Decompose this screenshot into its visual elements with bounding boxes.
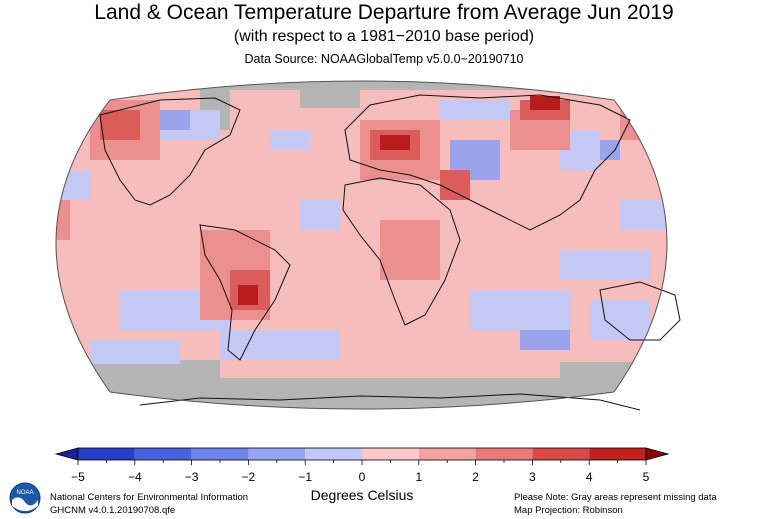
cool-anomalies	[56, 100, 667, 364]
map-title: Land & Ocean Temperature Departure from …	[94, 1, 674, 24]
colorbar-tick-label: −2	[241, 470, 256, 484]
colorbar-tick-label: 3	[529, 470, 536, 484]
missing-north	[56, 81, 667, 90]
colorbar-segment	[589, 448, 646, 460]
colorbar-segment	[78, 448, 135, 460]
colorbar-tick-label: 2	[472, 470, 479, 484]
note-line-2: Map Projection: Robinson	[514, 505, 623, 516]
colorbar-tick-label: −4	[127, 470, 142, 484]
colorbar-segment	[532, 448, 590, 460]
globe-border	[55, 80, 668, 410]
note-line-1: Please Note: Gray areas represent missin…	[514, 492, 717, 503]
colorbar-tick-label: 0	[358, 470, 366, 484]
colorbar	[54, 447, 670, 465]
colorbar-segment	[134, 448, 192, 460]
anomaly-field	[56, 81, 667, 409]
colorbar-segment	[191, 448, 249, 460]
svg-text:NOAA: NOAA	[16, 490, 33, 496]
colorbar-segment	[362, 448, 419, 460]
colorbar-segment	[475, 448, 533, 460]
africa-outline	[342, 177, 461, 326]
australia-outline	[599, 281, 681, 341]
footer-notes: Please Note: Gray areas represent missin…	[514, 491, 717, 517]
credits-line-1: National Centers for Environmental Infor…	[50, 492, 249, 503]
noaa-logo-icon: NOAA	[9, 482, 41, 514]
noaa-logo: NOAA	[9, 482, 41, 514]
coastlines	[99, 94, 681, 411]
footer-credits: National Centers for Environmental Infor…	[50, 491, 248, 517]
colorbar-segment	[418, 448, 476, 460]
credits-line-2: GHCNM v4.0.1.20190708.qfe	[50, 505, 176, 516]
antarctica-outline	[139, 393, 641, 411]
missing-south	[56, 378, 667, 409]
colorbar-tick-label: −5	[71, 470, 85, 484]
colorbar-tick-label: 1	[415, 470, 423, 484]
colorbar-tick-label: 4	[585, 470, 593, 484]
colorbar-segment	[248, 448, 306, 460]
colorbar-tick-label: −1	[298, 470, 313, 484]
colorbar-arrow-low	[54, 447, 79, 461]
south-america-outline	[199, 224, 291, 361]
data-source-label: Data Source: NOAAGlobalTemp v5.0.0−20190…	[244, 52, 524, 66]
north-america-outline	[99, 97, 241, 206]
colorbar-tick-label: 5	[642, 470, 650, 484]
colorbar-tick-label: −3	[184, 470, 199, 484]
map-subtitle: (with respect to a 1981−2010 base period…	[233, 28, 535, 45]
europe-asia-outline	[344, 94, 631, 231]
colorbar-arrow-high	[645, 447, 670, 461]
colorbar-segment	[305, 448, 362, 460]
colorbar-unit-label: Degrees Celsius	[310, 487, 414, 503]
